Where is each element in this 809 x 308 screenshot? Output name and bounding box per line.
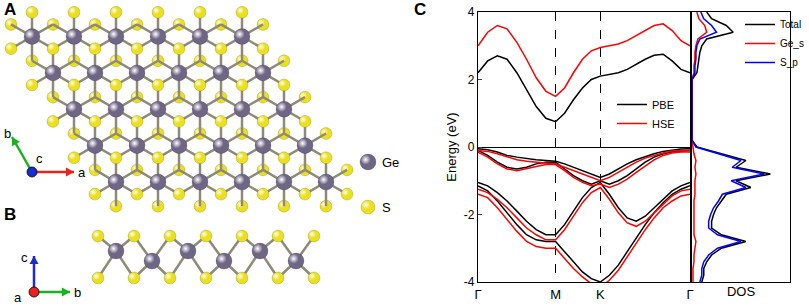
svg-text:0: 0: [468, 140, 475, 154]
svg-text:Γ: Γ: [474, 287, 481, 302]
svg-text:b: b: [74, 285, 81, 300]
svg-text:a: a: [14, 290, 22, 305]
svg-text:a: a: [78, 165, 86, 180]
svg-text:Ge: Ge: [382, 155, 399, 170]
svg-text:c: c: [36, 151, 43, 166]
html-text:B: B: [4, 205, 17, 224]
svg-text:HSE: HSE: [652, 118, 675, 130]
svg-text:PBE: PBE: [652, 99, 674, 111]
svg-text:Energy (eV): Energy (eV): [444, 112, 459, 181]
html-text:A: A: [4, 0, 17, 19]
svg-text:Γ: Γ: [686, 287, 693, 302]
svg-text:2: 2: [468, 73, 475, 87]
svg-text:DOS: DOS: [727, 284, 756, 299]
svg-text:S_p: S_p: [780, 57, 798, 68]
svg-text:M: M: [550, 287, 561, 302]
svg-text:Ge_s: Ge_s: [780, 38, 804, 49]
svg-text:K: K: [596, 287, 605, 302]
svg-text:b: b: [4, 126, 11, 141]
svg-text:Total: Total: [780, 19, 801, 30]
svg-text:-4: -4: [464, 275, 475, 289]
svg-text:c: c: [21, 250, 28, 265]
svg-text:S: S: [382, 200, 391, 215]
svg-text:-2: -2: [464, 208, 475, 222]
svg-text:4: 4: [468, 5, 475, 19]
html-text:C: C: [414, 0, 427, 19]
